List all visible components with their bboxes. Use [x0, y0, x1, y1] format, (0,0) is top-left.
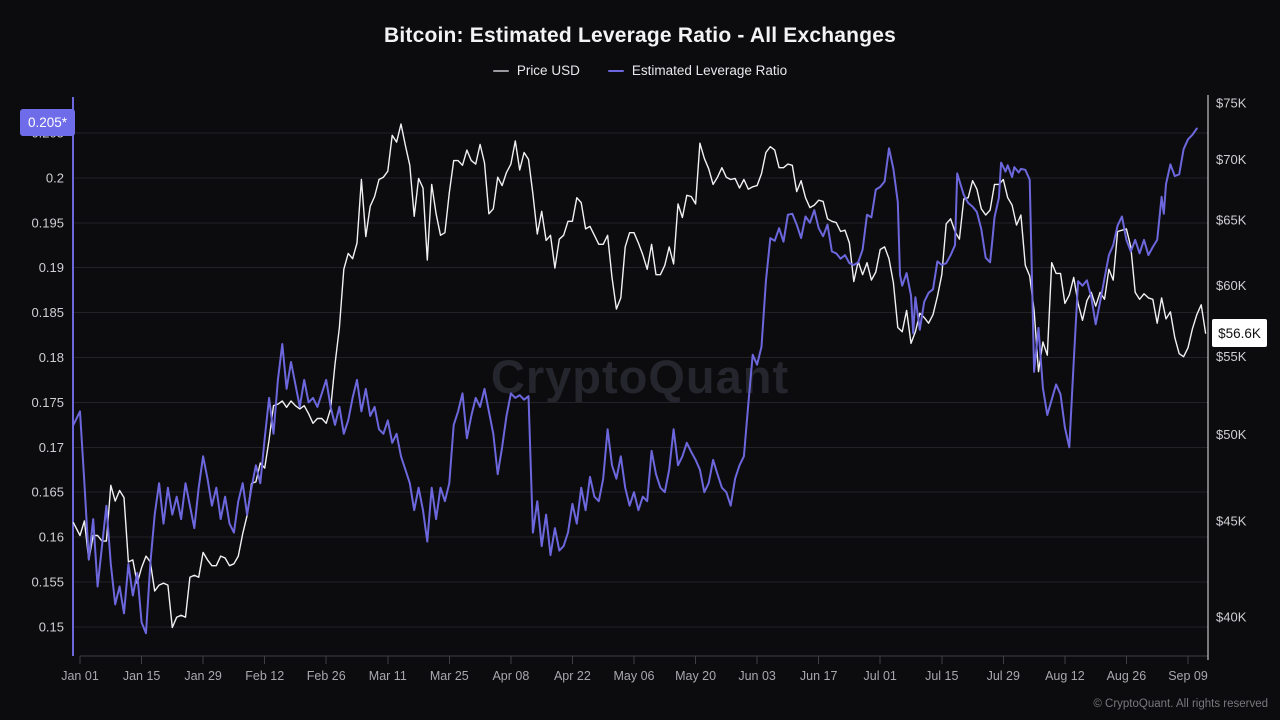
legend-item-elr[interactable]: Estimated Leverage Ratio: [607, 63, 788, 78]
y-axis-right-tick-label: $70K: [1216, 152, 1247, 167]
x-axis-tick-label: Mar 25: [430, 669, 469, 683]
x-axis-tick-label: May 06: [614, 669, 655, 683]
y-axis-left-tick-label: 0.17: [39, 440, 64, 455]
y-axis-left-tick-label: 0.165: [31, 485, 64, 500]
y-axis-right-tick-label: $60K: [1216, 278, 1247, 293]
x-axis-tick-label: May 20: [675, 669, 716, 683]
cryptoquant-watermark: CryptoQuant: [490, 350, 790, 403]
elr-latest-value-badge: 0.205*: [20, 109, 75, 136]
y-axis-left-tick-label: 0.19: [39, 260, 64, 275]
price-latest-value-badge: $56.6K: [1212, 319, 1267, 347]
y-axis-left-tick-label: 0.175: [31, 395, 64, 410]
y-axis-left-tick-label: 0.195: [31, 215, 64, 230]
y-axis-right-tick-label: $45K: [1216, 513, 1247, 528]
x-axis-tick-label: Sep 09: [1168, 669, 1208, 683]
y-axis-left-tick-label: 0.155: [31, 575, 64, 590]
y-axis-right-tick-label: $50K: [1216, 427, 1247, 442]
x-axis-tick-label: Apr 08: [492, 669, 529, 683]
price-line-swatch-icon: [492, 69, 509, 72]
copyright-notice: © CryptoQuant. All rights reserved: [1093, 698, 1268, 710]
price-line: [72, 123, 1207, 629]
x-axis-tick-label: Jan 29: [184, 669, 222, 683]
y-axis-right-tick-label: $55K: [1216, 349, 1247, 364]
legend: Price USD Estimated Leverage Ratio: [0, 63, 1280, 78]
x-axis-tick-label: Aug 12: [1045, 669, 1085, 683]
x-axis-tick-label: Aug 26: [1107, 669, 1147, 683]
legend-price-label: Price USD: [516, 63, 580, 78]
y-axis-left-tick-label: 0.15: [39, 619, 64, 634]
x-axis-tick-label: Feb 26: [307, 669, 346, 683]
y-axis-right-tick-label: $40K: [1216, 610, 1247, 625]
legend-elr-label: Estimated Leverage Ratio: [631, 63, 788, 78]
x-axis-tick-label: Jan 15: [123, 669, 161, 683]
x-axis-tick-label: Jul 29: [987, 669, 1020, 683]
y-axis-right-tick-label: $65K: [1216, 213, 1247, 228]
x-axis-tick-label: Jan 01: [61, 669, 99, 683]
y-axis-left-tick-label: 0.185: [31, 305, 64, 320]
x-axis-tick-label: Apr 22: [554, 669, 591, 683]
x-axis-tick-label: Feb 12: [245, 669, 284, 683]
leverage-line: [72, 127, 1198, 635]
y-axis-right-tick-label: $75K: [1216, 96, 1247, 111]
x-axis-tick-label: Jun 17: [800, 669, 838, 683]
elr-line-swatch-icon: [607, 69, 624, 72]
x-axis-tick-label: Jun 03: [738, 669, 776, 683]
x-axis-tick-label: Jul 01: [864, 669, 897, 683]
x-axis-tick-label: Jul 15: [925, 669, 958, 683]
x-axis-tick-label: Mar 11: [369, 669, 407, 683]
y-axis-left-tick-label: 0.18: [39, 350, 64, 365]
legend-item-price[interactable]: Price USD: [492, 63, 580, 78]
y-axis-left-tick-label: 0.2: [46, 170, 64, 185]
chart-title: Bitcoin: Estimated Leverage Ratio - All …: [384, 24, 896, 47]
y-axis-left-tick-label: 0.16: [39, 530, 64, 545]
